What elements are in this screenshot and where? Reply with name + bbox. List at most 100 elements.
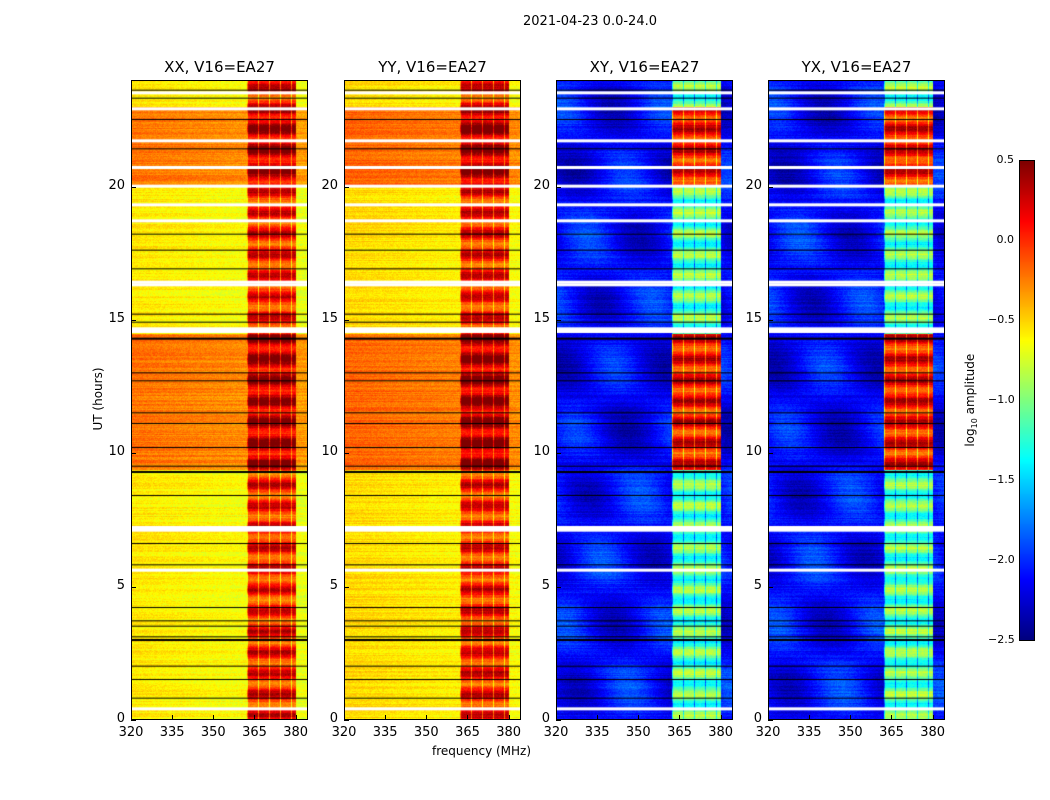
colorbar-tick-label: −2.0 bbox=[988, 553, 1015, 566]
x-tick bbox=[344, 715, 345, 720]
y-tick bbox=[131, 453, 136, 455]
panel-title: YX, V16=EA27 bbox=[801, 58, 912, 76]
x-tick-label: 365 bbox=[667, 725, 692, 740]
x-tick-label: 335 bbox=[159, 725, 185, 740]
y-tick-label: 15 bbox=[321, 311, 338, 326]
heatmap-image bbox=[768, 80, 945, 720]
x-tick bbox=[597, 715, 599, 720]
x-tick bbox=[254, 715, 256, 720]
colorbar bbox=[1019, 160, 1035, 641]
x-tick-label: 380 bbox=[283, 725, 309, 740]
heatmap-image bbox=[344, 80, 521, 720]
figure-title: 2021-04-23 0.0-24.0 bbox=[523, 14, 657, 29]
y-tick bbox=[768, 720, 773, 721]
y-tick bbox=[344, 720, 349, 721]
plot-frame bbox=[131, 80, 308, 720]
y-tick bbox=[344, 320, 349, 321]
y-tick bbox=[556, 320, 561, 321]
y-tick bbox=[556, 453, 561, 455]
y-tick bbox=[131, 586, 136, 588]
panel-title: XY, V16=EA27 bbox=[589, 58, 700, 76]
x-tick bbox=[385, 715, 387, 720]
y-tick-label: 0 bbox=[753, 711, 762, 726]
y-tick-label: 15 bbox=[108, 311, 125, 326]
y-tick-label: 0 bbox=[541, 711, 550, 726]
x-tick-label: 320 bbox=[755, 725, 781, 740]
y-tick bbox=[768, 453, 773, 455]
y-tick bbox=[344, 586, 349, 588]
y-tick bbox=[344, 453, 349, 455]
y-tick bbox=[768, 586, 773, 588]
x-tick bbox=[556, 715, 557, 720]
panel-title: YY, V16=EA27 bbox=[378, 58, 487, 76]
y-tick-label: 10 bbox=[745, 444, 762, 460]
colorbar-tick-label: 0.5 bbox=[996, 153, 1015, 166]
x-tick bbox=[932, 715, 934, 720]
y-tick bbox=[768, 320, 773, 321]
x-tick bbox=[426, 715, 428, 720]
x-tick bbox=[172, 715, 174, 720]
x-tick-label: 365 bbox=[242, 725, 267, 740]
y-axis-label: UT (hours) bbox=[91, 367, 105, 431]
x-tick-label: 365 bbox=[455, 725, 480, 740]
heatmap-image bbox=[556, 80, 733, 720]
y-tick-label: 5 bbox=[541, 577, 550, 593]
x-tick bbox=[720, 715, 722, 720]
y-tick-label: 15 bbox=[745, 311, 762, 326]
x-tick-label: 350 bbox=[200, 725, 226, 740]
x-tick-label: 350 bbox=[625, 725, 651, 740]
waterfall-panel-2: XY, V16=EA27 320 335 350 365 380 0 5 10 15 20 bbox=[533, 58, 733, 740]
x-tick-label: 380 bbox=[708, 725, 734, 740]
colorbar-tick-label: 0.0 bbox=[996, 233, 1015, 246]
y-tick-label: 10 bbox=[108, 444, 125, 460]
y-tick bbox=[131, 720, 136, 721]
y-tick bbox=[556, 720, 561, 721]
y-tick-label: 20 bbox=[108, 177, 125, 193]
y-tick-label: 0 bbox=[116, 711, 125, 726]
colorbar-label: log10 amplitude bbox=[962, 353, 980, 447]
plot-frame bbox=[768, 80, 945, 720]
x-tick-label: 320 bbox=[331, 725, 357, 740]
x-tick bbox=[768, 715, 769, 720]
y-tick-label: 5 bbox=[753, 577, 762, 593]
y-tick bbox=[131, 320, 136, 321]
x-tick-label: 320 bbox=[118, 725, 144, 740]
x-tick-label: 350 bbox=[413, 725, 439, 740]
x-axis-label: frequency (MHz) bbox=[432, 744, 532, 758]
x-tick-label: 335 bbox=[372, 725, 398, 740]
x-tick bbox=[295, 715, 297, 720]
waterfall-panel-3: YX, V16=EA27 320 335 350 365 380 0 5 10 15 20 bbox=[745, 58, 945, 740]
waterfall-panel-0: XX, V16=EA27 320 335 350 365 380 0 5 10 15 20 bbox=[108, 58, 308, 740]
y-tick bbox=[768, 186, 773, 188]
y-tick-label: 20 bbox=[533, 177, 550, 193]
y-tick-label: 15 bbox=[533, 311, 550, 326]
waterfall-panel-1: YY, V16=EA27 320 335 350 365 380 0 5 10 15 20 bbox=[321, 58, 521, 740]
x-tick-label: 335 bbox=[796, 725, 822, 740]
y-tick-label: 5 bbox=[116, 577, 125, 593]
colorbar-tick-label: −1.0 bbox=[988, 393, 1015, 406]
x-tick bbox=[891, 715, 893, 720]
y-tick bbox=[344, 186, 349, 188]
colorbar-tick-label: −2.5 bbox=[988, 633, 1015, 646]
x-tick bbox=[638, 715, 640, 720]
colorbar-tick-label: −0.5 bbox=[988, 313, 1015, 326]
x-tick bbox=[467, 715, 469, 720]
x-tick-label: 380 bbox=[496, 725, 522, 740]
x-tick-label: 365 bbox=[879, 725, 904, 740]
plot-frame bbox=[556, 80, 733, 720]
x-tick-label: 350 bbox=[837, 725, 863, 740]
heatmap-image bbox=[131, 80, 308, 720]
y-tick bbox=[556, 186, 561, 188]
x-tick-label: 320 bbox=[543, 725, 569, 740]
y-tick-label: 0 bbox=[329, 711, 338, 726]
x-tick bbox=[508, 715, 510, 720]
y-tick-label: 20 bbox=[745, 177, 762, 193]
y-tick-label: 10 bbox=[533, 444, 550, 460]
plot-frame bbox=[344, 80, 521, 720]
panel-title: XX, V16=EA27 bbox=[164, 58, 275, 76]
y-tick bbox=[131, 186, 136, 188]
x-tick bbox=[679, 715, 681, 720]
y-tick-label: 5 bbox=[329, 577, 338, 593]
y-tick-label: 10 bbox=[321, 444, 338, 460]
